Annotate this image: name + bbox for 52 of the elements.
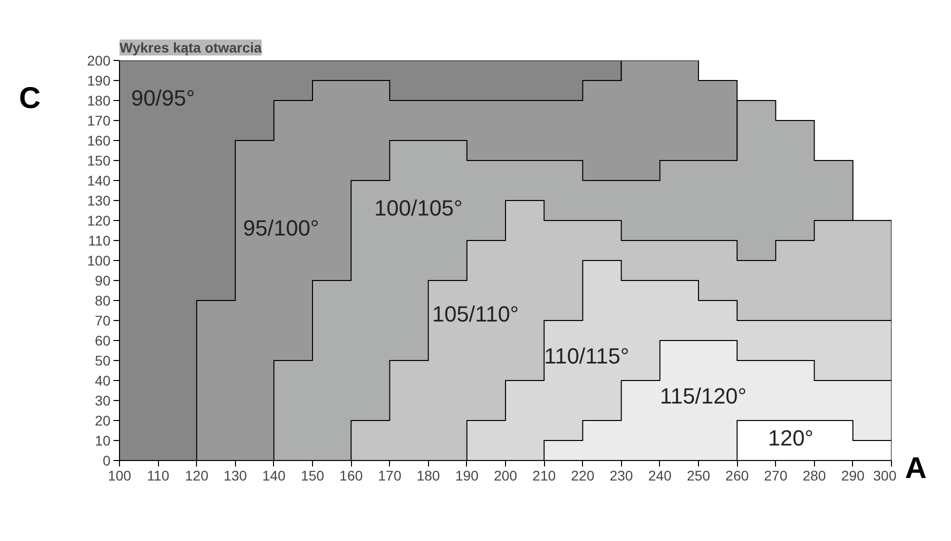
y-tick-label: 50: [94, 352, 111, 368]
x-axis-title: A: [905, 451, 927, 487]
y-tick-label: 100: [87, 252, 111, 268]
x-tick-label: 210: [532, 468, 556, 484]
y-tick-label: 10: [94, 432, 111, 448]
x-tick-label: 110: [146, 468, 170, 484]
y-tick-label: 40: [94, 372, 111, 388]
y-tick-label: 30: [94, 392, 111, 408]
y-tick-label: 110: [88, 232, 111, 248]
y-tick-label: 140: [87, 172, 111, 188]
x-tick-label: 270: [764, 468, 788, 484]
x-tick-label: 180: [416, 468, 440, 484]
y-tick-label: 60: [94, 332, 111, 348]
y-tick-label: 170: [87, 112, 111, 128]
series-label: 100/105°: [374, 196, 463, 220]
y-tick-label: 200: [87, 52, 111, 68]
y-tick-label: 20: [94, 412, 111, 428]
y-tick-label: 160: [87, 132, 111, 148]
series-label: 115/120°: [660, 384, 747, 408]
series-label: 95/100°: [243, 216, 320, 240]
y-tick-label: 130: [87, 192, 111, 208]
y-tick-label: 190: [87, 72, 111, 88]
x-tick-label: 260: [725, 468, 749, 484]
x-tick-label: 100: [108, 468, 132, 484]
x-tick-label: 230: [610, 468, 634, 484]
x-tick-label: 140: [262, 468, 286, 484]
series-label: 120°: [768, 426, 814, 450]
x-tick-label: 120: [185, 468, 209, 484]
series-label: 90/95°: [131, 86, 195, 110]
x-tick-label: 300: [873, 468, 897, 484]
x-tick-label: 200: [494, 468, 518, 484]
x-tick-label: 160: [339, 468, 363, 484]
y-tick-label: 0: [102, 452, 111, 468]
x-tick-label: 290: [841, 468, 865, 484]
x-tick-label: 220: [571, 468, 595, 484]
y-tick-label: 120: [87, 212, 111, 228]
y-tick-label: 90: [94, 272, 111, 288]
y-axis-title: C: [19, 81, 41, 117]
x-tick-label: 170: [378, 468, 402, 484]
series-label: 110/115°: [544, 344, 630, 368]
x-tick-label: 190: [455, 468, 479, 484]
y-tick-label: 180: [87, 92, 111, 108]
series-label: 105/110°: [432, 302, 519, 326]
y-tick-label: 80: [94, 292, 111, 308]
x-tick-label: 280: [802, 468, 826, 484]
x-tick-label: 130: [224, 468, 248, 484]
x-tick-label: 250: [686, 468, 710, 484]
y-tick-label: 70: [94, 312, 111, 328]
x-tick-label: 150: [300, 468, 324, 484]
chart-title: Wykres kąta otwarcia: [120, 40, 262, 56]
x-tick-label: 240: [648, 468, 672, 484]
y-tick-label: 150: [87, 152, 111, 168]
